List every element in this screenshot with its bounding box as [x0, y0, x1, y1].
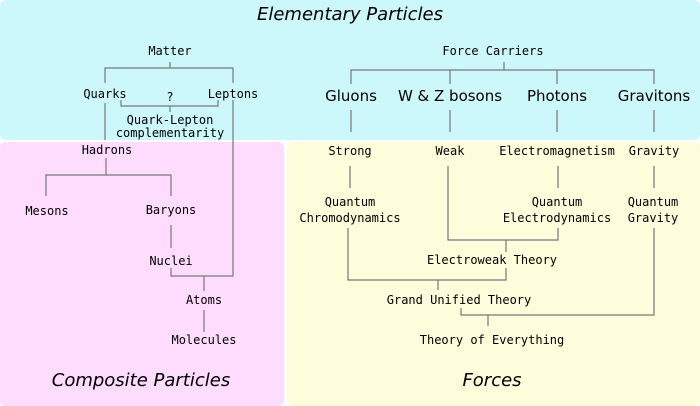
- section-title-forces: Forces: [462, 370, 521, 391]
- node-quantum-gravity-2: Gravity: [628, 211, 679, 225]
- node-electromagnetism: Electromagnetism: [499, 144, 615, 158]
- elementary-particles-panel: [0, 0, 700, 140]
- node-quark-lepton-complementarity-1: Quark-Lepton: [127, 113, 214, 127]
- node-molecules: Molecules: [171, 333, 236, 347]
- node-qcd-1: Quantum: [325, 195, 376, 209]
- section-title-elementary-particles: Elementary Particles: [257, 4, 443, 25]
- node-photons: Photons: [527, 87, 587, 105]
- section-title-composite-particles: Composite Particles: [52, 370, 230, 391]
- node-quantum-gravity-1: Quantum: [628, 195, 679, 209]
- forces-panel: [287, 142, 700, 406]
- node-quark-lepton-complementarity-2: complementarity: [116, 126, 224, 140]
- node-w-z-bosons: W & Z bosons: [398, 87, 502, 105]
- node-theory-of-everything: Theory of Everything: [420, 333, 565, 347]
- node-nuclei: Nuclei: [149, 254, 192, 268]
- composite-particles-panel: [0, 142, 284, 406]
- node-atoms: Atoms: [186, 293, 222, 307]
- node-unknown: ?: [166, 90, 173, 104]
- node-leptons: Leptons: [208, 87, 259, 101]
- node-force-carriers: Force Carriers: [442, 44, 543, 58]
- connector-lines: [45, 62, 655, 332]
- node-mesons: Mesons: [25, 204, 68, 218]
- node-qcd-2: Chromodynamics: [299, 211, 400, 225]
- node-weak: Weak: [436, 144, 466, 158]
- node-qed-2: Electrodynamics: [503, 211, 611, 225]
- node-quarks: Quarks: [83, 87, 126, 101]
- node-electroweak-theory: Electroweak Theory: [427, 253, 557, 267]
- node-gravity: Gravity: [629, 144, 680, 158]
- node-matter: Matter: [148, 44, 191, 58]
- node-grand-unified-theory: Grand Unified Theory: [387, 293, 532, 307]
- node-gravitons: Gravitons: [618, 87, 691, 105]
- node-gluons: Gluons: [325, 87, 377, 105]
- node-hadrons: Hadrons: [82, 143, 133, 157]
- node-strong: Strong: [328, 144, 371, 158]
- node-baryons: Baryons: [146, 203, 197, 217]
- node-qed-1: Quantum: [532, 195, 583, 209]
